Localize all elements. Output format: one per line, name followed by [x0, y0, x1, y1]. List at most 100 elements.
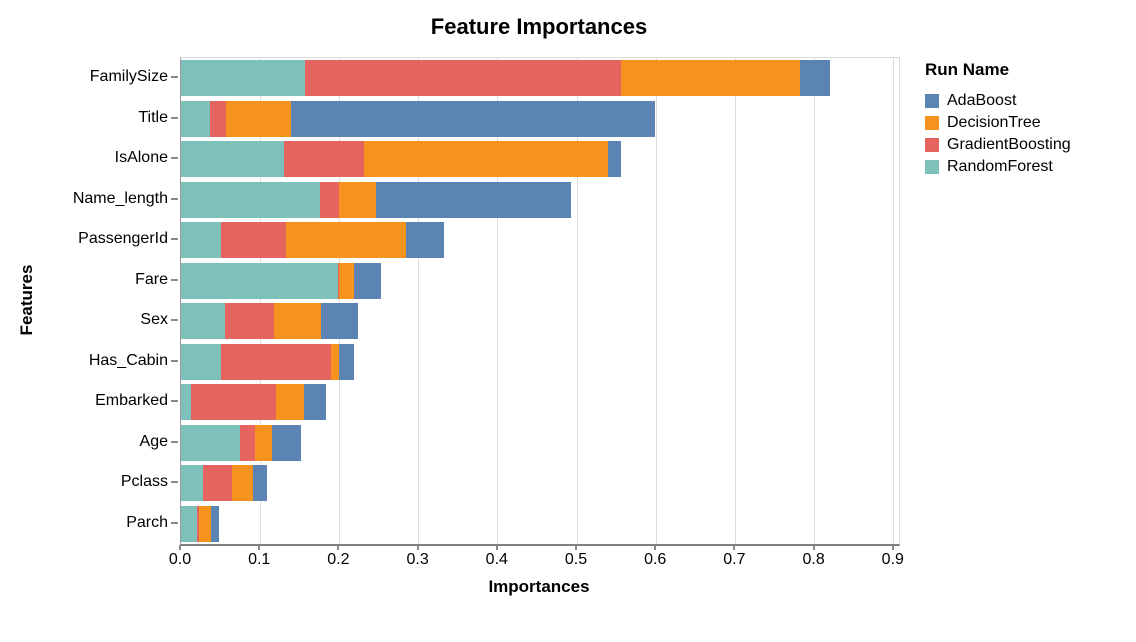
bar-segment-adaboost — [339, 343, 355, 380]
bar-segment-gradientboosting — [220, 222, 286, 259]
bar-segment-adaboost — [375, 181, 571, 218]
x-tick-label: 0.0 — [168, 551, 192, 568]
x-tick — [654, 545, 657, 550]
y-tick — [171, 238, 178, 241]
bar-segment-gradientboosting — [203, 465, 233, 502]
chart-title: Feature Importances — [430, 14, 648, 39]
y-tick — [171, 76, 178, 79]
bar-segment-randomforest — [181, 424, 241, 461]
bar-segment-gradientboosting — [240, 424, 255, 461]
bar-segment-decisiontree — [199, 505, 212, 542]
bar-segment-randomforest — [181, 505, 197, 542]
x-tick — [416, 545, 419, 550]
legend-item: RandomForest — [925, 156, 1071, 178]
bar-segment-randomforest — [181, 141, 284, 178]
grid-line — [338, 58, 340, 544]
bar-segment-randomforest — [181, 100, 211, 137]
bar-segment-adaboost — [303, 384, 326, 421]
grid-line — [655, 58, 657, 544]
bar-segment-decisiontree — [276, 384, 304, 421]
x-tick — [891, 545, 894, 550]
grid-line — [576, 58, 578, 544]
y-tick-label: Sex — [140, 311, 168, 329]
x-tick-label: 0.2 — [327, 551, 350, 568]
y-tick-label: Name_length — [72, 189, 168, 207]
bar-segment-decisiontree — [285, 222, 406, 259]
legend-swatch-decisiontree — [925, 116, 939, 130]
y-tick-label: FamilySize — [89, 68, 168, 86]
legend-item: GradientBoosting — [925, 134, 1071, 156]
bar-row — [181, 262, 382, 299]
bar-segment-gradientboosting — [283, 141, 364, 178]
bar-segment-randomforest — [181, 343, 221, 380]
x-tick — [179, 545, 181, 550]
bar-row — [181, 222, 444, 259]
bar-segment-randomforest — [181, 60, 305, 97]
legend: Run Name AdaBoost DecisionTree GradientBoo… — [925, 60, 1071, 178]
y-tick-label: Has_Cabin — [88, 351, 168, 369]
bar-segment-gradientboosting — [224, 303, 275, 340]
y-tick-label: IsAlone — [114, 149, 168, 167]
bar-segment-adaboost — [272, 424, 302, 461]
y-tick — [171, 157, 178, 160]
bar-segment-randomforest — [181, 303, 225, 340]
x-tick — [258, 545, 261, 550]
bar-row — [181, 303, 359, 340]
x-tick-label: 0.3 — [406, 551, 429, 568]
bar-segment-randomforest — [181, 465, 204, 502]
bar-segment-decisiontree — [338, 181, 376, 218]
x-tick-label: 0.5 — [564, 551, 588, 568]
x-tick-label: 0.7 — [723, 551, 746, 568]
bar-row — [181, 141, 622, 178]
bar-segment-randomforest — [181, 384, 192, 421]
bar-segment-adaboost — [291, 100, 656, 137]
bar-segment-gradientboosting — [210, 100, 227, 137]
bar-row — [181, 505, 219, 542]
x-tick — [733, 545, 736, 550]
y-tick-label: Parch — [126, 513, 168, 531]
y-tick — [171, 197, 178, 200]
legend-swatch-randomforest — [925, 160, 939, 174]
bar-row — [181, 384, 326, 421]
grid-line — [259, 58, 261, 544]
y-tick-label: Embarked — [95, 392, 168, 410]
bar-row — [181, 60, 830, 97]
x-tick-label: 0.1 — [248, 551, 271, 568]
bar-segment-gradientboosting — [196, 505, 200, 542]
y-tick-label: Pclass — [120, 473, 168, 491]
y-tick — [171, 400, 178, 403]
bar-segment-decisiontree — [254, 424, 273, 461]
x-tick-label: 0.8 — [802, 551, 825, 568]
bar-segment-decisiontree — [338, 262, 354, 299]
legend-label: RandomForest — [947, 158, 1053, 175]
legend-swatch-adaboost — [925, 94, 939, 108]
y-tick-label: PassengerId — [78, 230, 168, 248]
x-tick — [575, 545, 577, 550]
bar-segment-randomforest — [181, 222, 221, 259]
bar-segment-adaboost — [211, 505, 219, 542]
bar-row — [181, 465, 268, 502]
x-tick-label: 0.4 — [485, 551, 508, 568]
legend-label: AdaBoost — [947, 92, 1017, 109]
x-tick — [812, 545, 815, 550]
y-tick — [171, 116, 178, 119]
y-tick — [171, 359, 178, 362]
legend-label: DecisionTree — [947, 114, 1041, 131]
bar-row — [181, 424, 302, 461]
legend-swatch-gradientboosting — [925, 138, 939, 152]
y-tick-label: Fare — [135, 270, 168, 288]
bar-segment-adaboost — [607, 141, 622, 178]
y-tick — [171, 278, 178, 281]
bar-row — [181, 343, 355, 380]
legend-items: AdaBoost DecisionTree GradientBoosting Rand… — [925, 90, 1071, 178]
grid-line — [418, 58, 420, 544]
bar-segment-gradientboosting — [337, 262, 339, 299]
bar-segment-adaboost — [353, 262, 382, 299]
y-tick — [171, 440, 178, 443]
x-tick — [337, 545, 340, 550]
bar-segment-randomforest — [181, 262, 338, 299]
x-tick-label: 0.9 — [881, 551, 904, 568]
bar-segment-decisiontree — [363, 141, 608, 178]
bar-segment-gradientboosting — [304, 60, 621, 97]
